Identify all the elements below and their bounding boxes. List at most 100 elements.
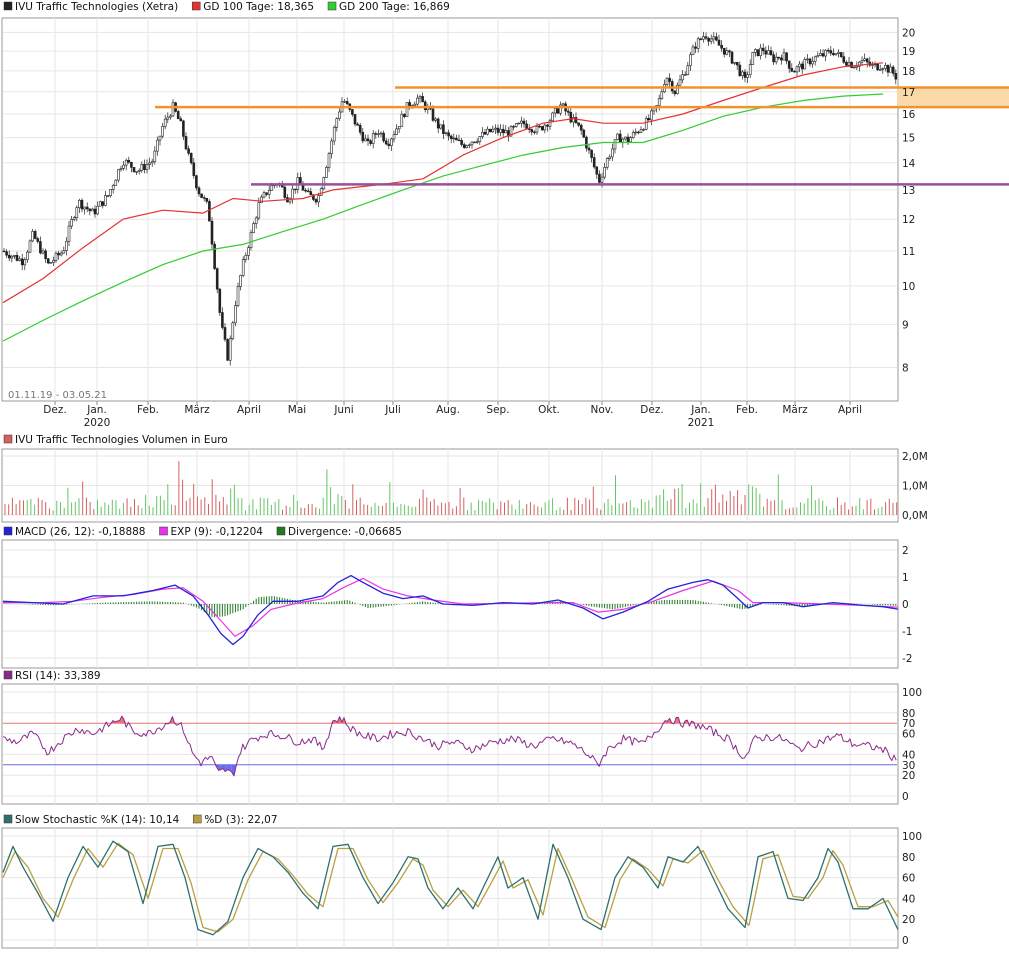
candle-body: [728, 50, 731, 53]
candle-body: [676, 84, 679, 95]
candle-body: [813, 56, 817, 62]
y-tick-label-stochastic-5: 100: [902, 831, 922, 843]
candle-body: [176, 111, 180, 120]
candle-body: [660, 91, 664, 99]
candle-body: [741, 71, 744, 77]
x-tick-label-14: Feb.: [736, 404, 758, 416]
candle-body: [569, 111, 573, 123]
candle-body: [637, 131, 640, 134]
x-tick-label-11: Nov.: [590, 404, 613, 416]
legend-swatch-macd-1: [159, 526, 168, 536]
candle-body: [36, 238, 40, 242]
candle-body: [226, 339, 229, 361]
candle-body: [59, 252, 63, 256]
candle-body: [468, 144, 471, 146]
y-tick-label-macd-0: -2: [902, 653, 912, 665]
candle-body: [556, 108, 560, 114]
candle-body: [247, 247, 250, 256]
candle-body: [31, 231, 34, 242]
candle-body: [686, 65, 690, 75]
y-tick-label-stochastic-0: 0: [902, 935, 909, 947]
resistance-zone: [897, 87, 1009, 108]
candle-body: [642, 129, 645, 131]
candle-body: [408, 102, 411, 107]
candle-body: [543, 124, 547, 131]
candle-body: [10, 255, 14, 259]
candle-body: [512, 126, 515, 128]
y-tick-label-stochastic-1: 20: [902, 914, 915, 926]
x-year-label-1: 2020: [84, 417, 111, 429]
y-tick-label-price-11: 19: [902, 46, 915, 58]
candle-body: [130, 161, 133, 168]
candle-body: [127, 159, 131, 163]
candle-body: [782, 52, 786, 61]
candle-body: [878, 69, 882, 71]
legend-swatch-macd-2: [276, 526, 286, 536]
y-tick-label-price-8: 16: [902, 109, 916, 121]
candle-body: [478, 136, 482, 142]
y-tick-label-macd-1: -1: [902, 626, 912, 638]
y-tick-label-price-5: 13: [902, 185, 915, 197]
candle-body: [306, 190, 310, 193]
candle-body: [158, 135, 162, 141]
candle-body: [725, 50, 729, 55]
candle-body: [335, 118, 339, 128]
candle-body: [460, 140, 463, 145]
candle-body: [608, 156, 612, 159]
candle-body: [382, 132, 385, 142]
y-tick-label-stochastic-3: 60: [902, 873, 915, 885]
y-tick-label-price-0: 8: [902, 363, 909, 375]
candle-body: [681, 74, 684, 81]
candle-body: [767, 50, 770, 55]
candle-body: [777, 56, 781, 59]
x-tick-label-9: Sep.: [486, 404, 509, 416]
candle-body: [488, 128, 492, 133]
candle-body: [140, 164, 144, 171]
exp-line: [3, 577, 899, 637]
candle-body: [624, 136, 627, 140]
candle-body: [262, 192, 266, 198]
y-tick-label-volume-2: 2,0M: [902, 451, 928, 463]
candle-body: [852, 66, 856, 69]
candle-body: [722, 47, 726, 55]
candle-body: [111, 185, 115, 190]
price-y-axis: 8 9 10 11 12 13 14 15 16 17 18 19 20: [902, 27, 916, 374]
price-legend: IVU Traffic Technologies (Xetra) GD 100 T…: [3, 1, 450, 13]
candle-body: [322, 177, 326, 189]
candle-body: [735, 61, 739, 66]
candle-body: [746, 74, 749, 78]
candle-body: [67, 225, 71, 242]
candle-body: [816, 55, 820, 58]
candle-body: [434, 118, 437, 121]
candle-body: [538, 125, 541, 128]
rsi-oversold-segment: [223, 764, 226, 772]
candle-body: [595, 166, 599, 175]
y-tick-label-stochastic-4: 80: [902, 852, 915, 864]
candle-body: [283, 186, 287, 198]
candle-body: [483, 132, 487, 135]
x-year-label-13: 2021: [688, 417, 715, 429]
candle-body: [2, 250, 6, 253]
candle-body: [356, 123, 359, 126]
candle-body: [546, 124, 549, 127]
candle-body: [257, 202, 261, 219]
candle-body: [166, 116, 170, 120]
macd-line: [2, 574, 899, 646]
candle-body: [881, 68, 885, 70]
candle-body: [683, 74, 687, 76]
candle-body: [338, 111, 341, 119]
candle-body: [590, 149, 593, 158]
candle-body: [291, 188, 294, 200]
candle-body: [787, 60, 791, 69]
candle-body: [252, 223, 255, 233]
x-tick-label-8: Aug.: [436, 404, 460, 416]
candle-body: [842, 56, 846, 63]
candle-body: [13, 255, 16, 257]
candle-body: [293, 188, 297, 191]
candle-body: [57, 252, 60, 256]
candle-body: [325, 167, 328, 178]
candle-body: [70, 219, 73, 227]
candle-body: [717, 39, 721, 46]
candle-body: [585, 136, 588, 149]
y-tick-label-price-12: 20: [902, 27, 915, 39]
